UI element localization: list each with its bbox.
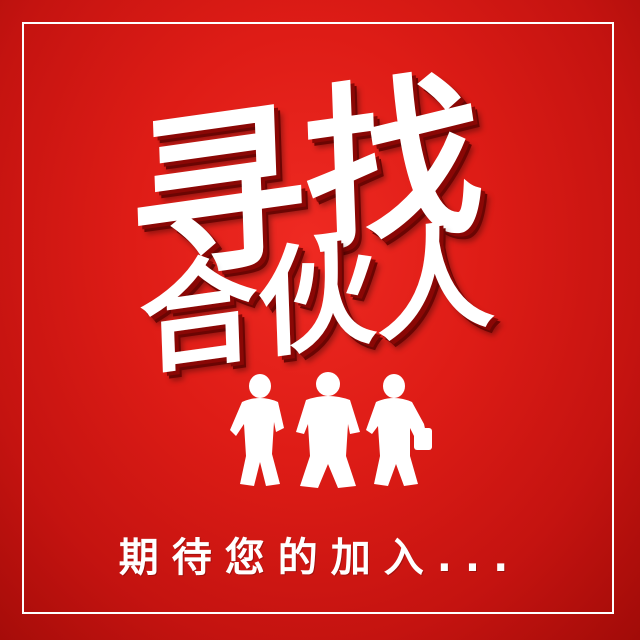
headline-char: 合 bbox=[137, 238, 261, 393]
headline-char: 人 bbox=[373, 205, 497, 360]
headline-char: 伙 bbox=[255, 221, 379, 376]
footer-slogan: 期待您的加入... bbox=[118, 535, 522, 581]
three-people-silhouette-icon bbox=[230, 372, 432, 488]
white-border-frame bbox=[22, 22, 614, 614]
